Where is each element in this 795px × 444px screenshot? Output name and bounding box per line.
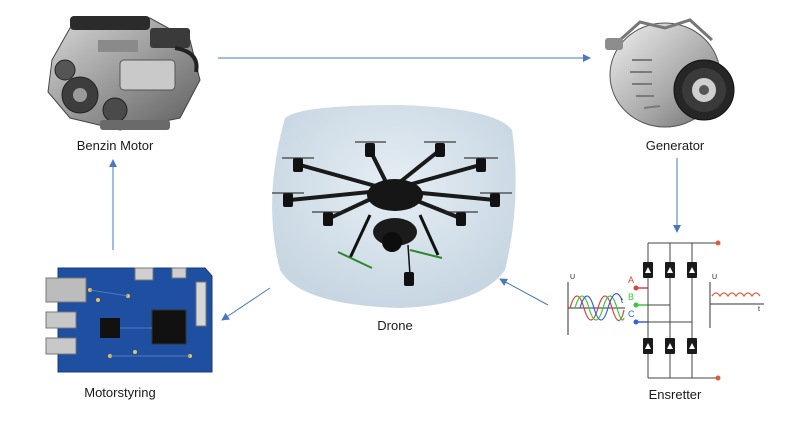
input-axis-x-label: t (621, 298, 623, 305)
input-waveform (567, 282, 625, 335)
rectifier-label: Ensretter (648, 387, 702, 402)
phase-c-label: C (628, 309, 635, 319)
output-axis-y-label: U (712, 274, 718, 281)
generator-label: Generator (645, 138, 705, 153)
rectifier-circuit (567, 240, 764, 381)
phase-b-label: B (628, 292, 635, 302)
phase-a-label: A (628, 275, 635, 285)
motor-label: Benzin Motor (76, 138, 154, 153)
alternator-icon (605, 18, 735, 128)
engine-icon (47, 16, 201, 131)
drone-label: Drone (377, 318, 413, 333)
circuit-board-icon (45, 267, 213, 373)
output-axis-x-label: t (758, 306, 760, 313)
arrow-rectifier-to-drone (499, 278, 549, 306)
controller-label: Motorstyring (84, 385, 156, 400)
arrow-drone-to-controller (221, 287, 271, 321)
flow-arrows (109, 54, 681, 321)
octocopter-photo (272, 105, 516, 308)
output-waveform (709, 282, 764, 328)
input-axis-y-label: U (570, 274, 576, 281)
